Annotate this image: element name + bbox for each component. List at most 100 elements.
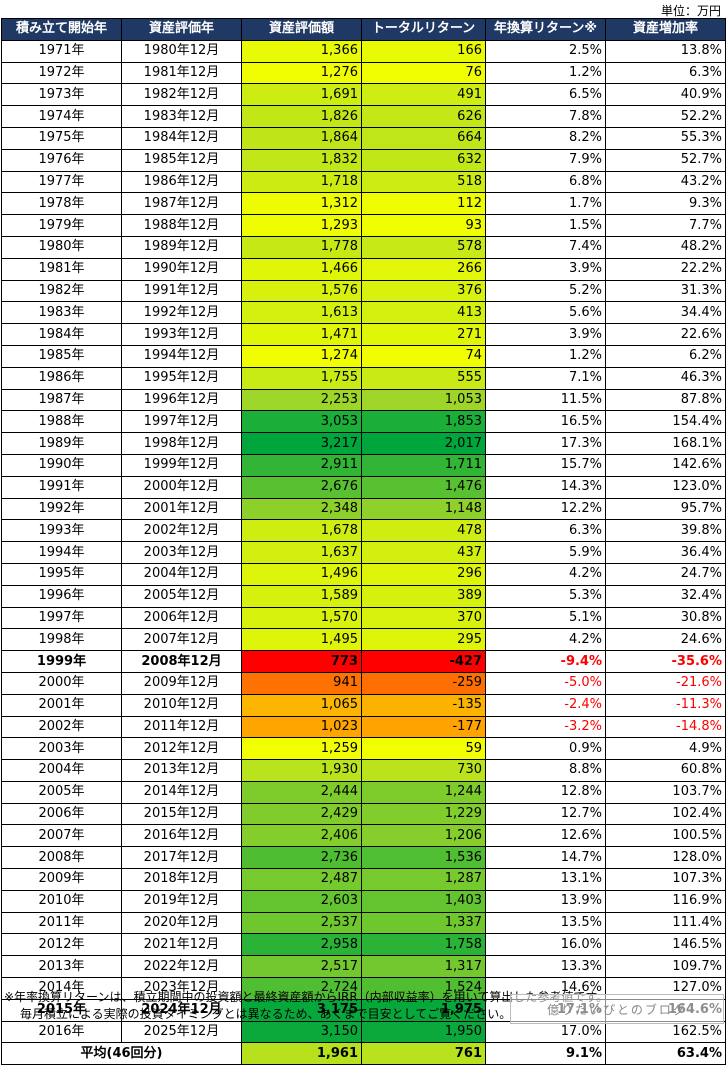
eval-year-cell: 2025年12月	[121, 1020, 242, 1044]
eval-year-cell: 2009年12月	[121, 671, 242, 695]
total-return-cell: 1,206	[361, 824, 486, 848]
asset-value-cell: 773	[241, 650, 362, 673]
growth-rate-cell: 46.3%	[605, 366, 726, 390]
asset-value-cell: 2,958	[241, 933, 362, 957]
header-eval-year: 資産評価年	[121, 18, 242, 41]
average-total-return: 761	[361, 1042, 486, 1065]
growth-rate-cell: 168.1%	[605, 432, 726, 455]
eval-year-cell: 2007年12月	[121, 628, 242, 652]
eval-year-cell: 1989年12月	[121, 235, 242, 259]
start-year-cell: 1998年	[1, 628, 122, 652]
start-year-cell: 1988年	[1, 410, 122, 434]
asset-value-cell: 1,832	[241, 148, 362, 172]
start-year-cell: 2006年	[1, 802, 122, 826]
growth-rate-cell: 24.6%	[605, 628, 726, 652]
start-year-cell: 1989年	[1, 432, 122, 455]
annual-return-cell: -2.4%	[485, 693, 606, 717]
average-label: 平均(46回分)	[1, 1042, 242, 1065]
total-return-cell: -177	[361, 715, 486, 739]
growth-rate-cell: 31.3%	[605, 279, 726, 303]
growth-rate-cell: 107.3%	[605, 868, 726, 891]
start-year-cell: 1997年	[1, 606, 122, 630]
total-return-cell: 437	[361, 541, 486, 564]
start-year-cell: 1991年	[1, 475, 122, 499]
asset-value-cell: 1,466	[241, 257, 362, 281]
footnote-line-2: 毎月積立による実際の投資タイミングとは異なるため、あくまで目安としてご覧ください…	[20, 1007, 512, 1021]
total-return-cell: 389	[361, 584, 486, 608]
table-row: 1975年 1984年12月 1,864 664 8.2% 55.3%	[1, 126, 726, 150]
growth-rate-cell: 22.6%	[605, 323, 726, 346]
start-year-cell: 1977年	[1, 170, 122, 194]
eval-year-cell: 2024年12月	[121, 998, 242, 1022]
annual-return-cell: -3.2%	[485, 715, 606, 739]
header-annual-return: 年換算リターン※	[485, 18, 606, 41]
total-return-cell: 626	[361, 105, 486, 128]
start-year-cell: 1990年	[1, 453, 122, 477]
table-row: 1992年 2001年12月 2,348 1,148 12.2% 95.7%	[1, 497, 726, 521]
total-return-cell: 370	[361, 606, 486, 630]
table-row: 2000年 2009年12月 941 -259 -5.0% -21.6%	[1, 671, 726, 695]
annual-return-cell: 8.8%	[485, 759, 606, 782]
eval-year-cell: 1998年12月	[121, 432, 242, 455]
start-year-cell: 1976年	[1, 148, 122, 172]
start-year-cell: 1993年	[1, 519, 122, 543]
annual-return-cell: -5.0%	[485, 671, 606, 695]
table-row: 2001年 2010年12月 1,065 -135 -2.4% -11.3%	[1, 693, 726, 717]
average-annual-return: 9.1%	[485, 1042, 606, 1065]
annual-return-cell: 7.4%	[485, 235, 606, 259]
table-row: 2009年 2018年12月 2,487 1,287 13.1% 107.3%	[1, 868, 726, 891]
annual-return-cell: 16.5%	[485, 410, 606, 434]
growth-rate-cell: 154.4%	[605, 410, 726, 434]
table-row: 1995年 2004年12月 1,496 296 4.2% 24.7%	[1, 562, 726, 586]
start-year-cell: 1986年	[1, 366, 122, 390]
asset-value-cell: 2,603	[241, 889, 362, 913]
asset-value-cell: 1,276	[241, 61, 362, 85]
growth-rate-cell: 116.9%	[605, 889, 726, 913]
total-return-cell: 578	[361, 235, 486, 259]
table-row: 1996年 2005年12月 1,589 389 5.3% 32.4%	[1, 584, 726, 608]
start-year-cell: 1984年	[1, 323, 122, 346]
table-row: 1972年 1981年12月 1,276 76 1.2% 6.3%	[1, 61, 726, 85]
table-row: 2016年 2025年12月 3,150 1,950 17.0% 162.5%	[1, 1020, 726, 1044]
growth-rate-cell: 39.8%	[605, 519, 726, 543]
annual-return-cell: 11.5%	[485, 388, 606, 412]
annual-return-cell: 5.2%	[485, 279, 606, 303]
growth-rate-cell: 34.4%	[605, 301, 726, 325]
growth-rate-cell: 4.9%	[605, 737, 726, 761]
eval-year-cell: 2010年12月	[121, 693, 242, 717]
start-year-cell: 1972年	[1, 61, 122, 85]
asset-value-cell: 2,517	[241, 955, 362, 979]
total-return-cell: 1,244	[361, 780, 486, 804]
start-year-cell: 1971年	[1, 39, 122, 63]
table-row: 1978年 1987年12月 1,312 112 1.7% 9.3%	[1, 192, 726, 216]
start-year-cell: 1981年	[1, 257, 122, 281]
total-return-cell: -259	[361, 671, 486, 695]
growth-rate-cell: 13.8%	[605, 39, 726, 63]
growth-rate-cell: 100.5%	[605, 824, 726, 848]
start-year-cell: 1974年	[1, 105, 122, 128]
annual-return-cell: 2.5%	[485, 39, 606, 63]
table-row: 2012年 2021年12月 2,958 1,758 16.0% 146.5%	[1, 933, 726, 957]
table-row: 1979年 1988年12月 1,293 93 1.5% 7.7%	[1, 214, 726, 237]
eval-year-cell: 2021年12月	[121, 933, 242, 957]
table-row: 1988年 1997年12月 3,053 1,853 16.5% 154.4%	[1, 410, 726, 434]
header-growth-rate: 資産増加率	[605, 18, 726, 41]
annual-return-cell: 1.5%	[485, 214, 606, 237]
growth-rate-cell: 30.8%	[605, 606, 726, 630]
growth-rate-cell: 95.7%	[605, 497, 726, 521]
total-return-cell: 491	[361, 83, 486, 107]
annual-return-cell: 13.1%	[485, 868, 606, 891]
eval-year-cell: 2018年12月	[121, 868, 242, 891]
table-row: 2005年 2014年12月 2,444 1,244 12.8% 103.7%	[1, 780, 726, 804]
growth-rate-cell: 6.3%	[605, 61, 726, 85]
annual-return-cell: 3.9%	[485, 323, 606, 346]
asset-value-cell: 2,724	[241, 977, 362, 1000]
total-return-cell: 730	[361, 759, 486, 782]
unit-label: 単位：万円	[660, 4, 721, 18]
table-row: 1999年 2008年12月 773 -427 -9.4% -35.6%	[1, 650, 726, 673]
asset-value-cell: 1,471	[241, 323, 362, 346]
table-row: 1982年 1991年12月 1,576 376 5.2% 31.3%	[1, 279, 726, 303]
annual-return-cell: 17.3%	[485, 432, 606, 455]
table-row: 2011年 2020年12月 2,537 1,337 13.5% 111.4%	[1, 911, 726, 935]
asset-value-cell: 1,023	[241, 715, 362, 739]
